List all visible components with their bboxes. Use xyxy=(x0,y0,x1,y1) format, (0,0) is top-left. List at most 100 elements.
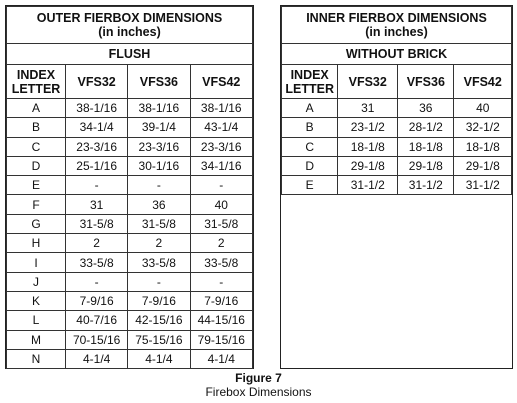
cell: 31 xyxy=(65,194,129,215)
cell: 29-1/8 xyxy=(453,155,512,177)
section-cell: WITHOUT BRICK xyxy=(281,43,512,65)
data-row: E--- xyxy=(5,175,253,196)
cell: 31-5/8 xyxy=(189,213,253,235)
figure-caption: Firebox Dimensions xyxy=(205,385,312,399)
header-text: VFS32 xyxy=(77,74,116,89)
cell: - xyxy=(189,175,253,196)
cell: 33-5/8 xyxy=(127,252,191,273)
header-text: VFS36 xyxy=(139,74,178,89)
data-row: H 2 2 2 xyxy=(5,233,253,254)
cell: 18-1/8 xyxy=(453,136,512,157)
title-cell: INNER FIERBOX DIMENSIONS (in inches) xyxy=(281,6,512,44)
column-header: VFS32 xyxy=(65,64,129,99)
data-row: D 25-1/16 30-1/16 34-1/16 xyxy=(5,155,253,177)
data-row: M 70-15/16 75-15/16 79-15/16 xyxy=(5,329,253,350)
cell: B xyxy=(5,117,67,138)
header-row: INDEX LETTER VFS32 VFS36 VFS42 xyxy=(5,64,253,99)
cell-text: 23-3/16 xyxy=(200,139,242,154)
cell: 31-1/2 xyxy=(453,175,512,196)
cell-text: A xyxy=(305,101,314,116)
data-row: F 31 36 40 xyxy=(5,194,253,215)
cell: A xyxy=(280,97,339,119)
cell: 29-1/8 xyxy=(337,155,399,177)
cell-text: 7-9/16 xyxy=(204,294,239,309)
cell-text: F xyxy=(32,197,40,212)
cell: 40-7/16 xyxy=(65,310,129,331)
cell-text: 18-1/8 xyxy=(350,139,385,154)
cell: 34-1/4 xyxy=(65,117,129,138)
cell: 38-1/16 xyxy=(127,97,191,119)
column-header: VFS42 xyxy=(453,64,512,99)
cell-text: 4-1/4 xyxy=(82,352,111,366)
cell: 39-1/4 xyxy=(127,117,191,138)
cell: 7-9/16 xyxy=(65,290,129,312)
cell-text: N xyxy=(31,352,41,366)
cell-text: 7-9/16 xyxy=(141,294,176,309)
header-text: VFS32 xyxy=(348,74,387,89)
cell-text: - xyxy=(94,178,99,193)
cell-text: 2 xyxy=(155,236,163,251)
cell-text: 33-5/8 xyxy=(141,255,176,270)
cell: 40 xyxy=(453,97,512,119)
cell-text: 40 xyxy=(476,101,490,116)
cell: F xyxy=(5,194,67,215)
cell-text: E xyxy=(305,178,314,193)
cell: 7-9/16 xyxy=(189,290,253,312)
cell: E xyxy=(5,175,67,196)
cell-text: 75-15/16 xyxy=(135,332,183,347)
cell: 40 xyxy=(189,194,253,215)
cell: 31 xyxy=(337,97,399,119)
cell: N xyxy=(5,348,67,370)
cell: D xyxy=(280,155,339,177)
cell: 23-3/16 xyxy=(65,136,129,157)
header-text: INDEX LETTER xyxy=(11,67,61,96)
column-header: VFS36 xyxy=(127,64,191,99)
cell: D xyxy=(5,155,67,177)
cell: 36 xyxy=(397,97,455,119)
cell-text: I xyxy=(34,255,38,270)
cell-text: 40-7/16 xyxy=(76,313,117,328)
cell-text: G xyxy=(31,216,41,231)
cell: C xyxy=(5,136,67,157)
cell: 31-1/2 xyxy=(337,175,399,196)
cell: 23-1/2 xyxy=(337,117,399,138)
cell: - xyxy=(65,271,129,292)
cell: 18-1/8 xyxy=(337,136,399,157)
data-row: I 33-5/8 33-5/8 33-5/8 xyxy=(5,252,253,273)
cell: 31-1/2 xyxy=(397,175,455,196)
cell-text: 30-1/16 xyxy=(138,159,180,174)
cell-text: C xyxy=(305,139,314,154)
cell: 42-15/16 xyxy=(127,310,191,331)
cell: 28-1/2 xyxy=(397,117,455,138)
cell-text: 34-1/16 xyxy=(200,159,242,174)
figure-label: Figure 7 xyxy=(235,371,282,385)
cell: 31-5/8 xyxy=(65,213,129,235)
table-subtitle: (in inches) xyxy=(365,25,428,39)
data-row: L 40-7/16 42-15/16 44-15/16 xyxy=(5,310,253,331)
cell: 33-5/8 xyxy=(65,252,129,273)
cell: 2 xyxy=(189,233,253,254)
cell: 23-3/16 xyxy=(189,136,253,157)
cell: 4-1/4 xyxy=(127,348,191,370)
cell: - xyxy=(127,175,191,196)
cell: 18-1/8 xyxy=(397,136,455,157)
data-row: K 7-9/16 7-9/16 7-9/16 xyxy=(5,290,253,312)
data-row: N 4-1/4 4-1/4 4-1/4 xyxy=(5,348,253,370)
cell-text: - xyxy=(219,178,224,193)
cell: 4-1/4 xyxy=(65,348,129,370)
data-row: C 23-3/16 23-3/16 23-3/16 xyxy=(5,136,253,157)
cell: 23-3/16 xyxy=(127,136,191,157)
table-title: OUTER FIERBOX DIMENSIONS xyxy=(36,11,223,25)
cell: L xyxy=(5,310,67,331)
cell: - xyxy=(189,271,253,292)
header-text: VFS42 xyxy=(202,74,241,89)
cell-text: - xyxy=(156,274,161,289)
cell-text: K xyxy=(32,294,41,309)
cell: C xyxy=(280,136,339,157)
data-row: E 31-1/2 31-1/2 31-1/2 xyxy=(280,175,512,196)
column-header: INDEX LETTER xyxy=(5,64,67,99)
cell-text: A xyxy=(32,101,41,116)
section-row: WITHOUT BRICK xyxy=(281,43,512,65)
title-cell: OUTER FIERBOX DIMENSIONS (in inches) xyxy=(6,6,253,44)
